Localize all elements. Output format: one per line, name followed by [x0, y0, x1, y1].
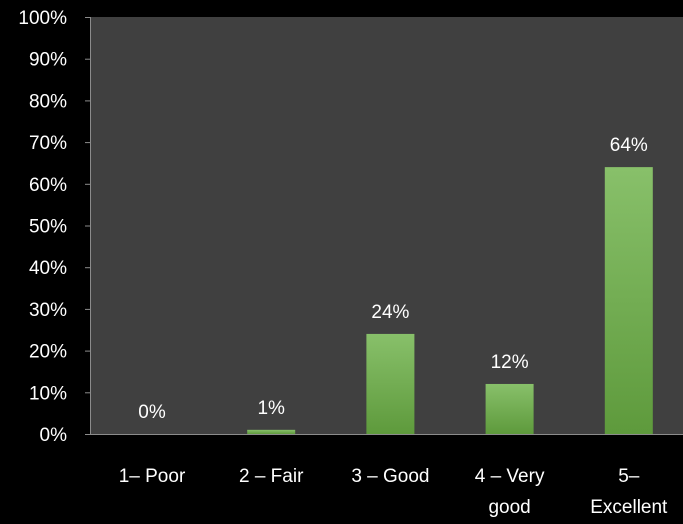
x-axis: 1– Poor 2 – Fair 3 – Good 4 – Very good 5– Exc… [119, 466, 668, 518]
y-tick-label: 100% [18, 8, 67, 29]
y-tick-label: 60% [29, 175, 67, 196]
data-label: 1% [257, 398, 285, 419]
y-tick-label: 20% [29, 342, 67, 363]
category-label: 1– Poor [119, 466, 186, 487]
category-label: 5– [618, 466, 640, 487]
y-tick-label: 30% [29, 300, 67, 321]
y-tick-label: 40% [29, 258, 67, 279]
data-label: 12% [491, 352, 529, 373]
data-label: 64% [610, 135, 648, 156]
category-label: Excellent [590, 497, 668, 518]
y-tick-label: 10% [29, 383, 67, 404]
data-label: 24% [371, 302, 409, 323]
category-label: 3 – Good [351, 466, 429, 487]
y-tick-label: 90% [29, 50, 67, 71]
category-label: 2 – Fair [239, 466, 304, 487]
bar [366, 333, 415, 434]
y-tick-label: 80% [29, 91, 67, 112]
y-tick-label: 0% [40, 425, 68, 446]
bar [604, 167, 653, 434]
bar [485, 383, 534, 434]
bar [247, 429, 296, 434]
bar-series [247, 167, 653, 434]
category-label: good [488, 497, 530, 518]
y-tick-label: 70% [29, 133, 67, 154]
data-label: 0% [138, 402, 166, 423]
y-tick-label: 50% [29, 217, 67, 238]
y-axis: 0% 10% 20% 30% 40% 50% 60% 70% 80% 90% 100% [18, 8, 90, 446]
category-label: 4 – Very [475, 466, 545, 487]
data-labels: 0% 1% 24% 12% 64% [138, 135, 648, 423]
